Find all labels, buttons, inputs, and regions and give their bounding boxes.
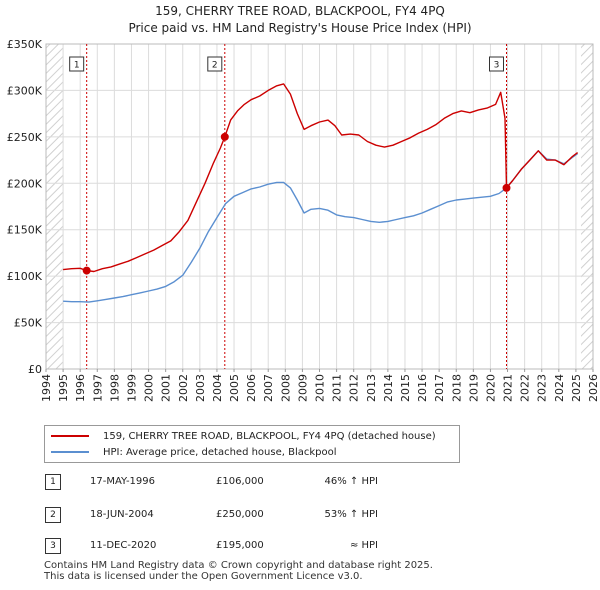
legend-item-hpi: HPI: Average price, detached house, Blac… <box>51 445 337 459</box>
legend: 159, CHERRY TREE ROAD, BLACKPOOL, FY4 4P… <box>44 425 460 463</box>
x-tick-label: 2001 <box>160 374 173 402</box>
x-tick-label: 2019 <box>467 374 480 402</box>
sale-label-text: 3 <box>494 61 500 71</box>
x-tick-label: 2023 <box>536 374 549 402</box>
sale-label-text: 1 <box>74 61 80 71</box>
x-tick-label: 2024 <box>553 374 566 402</box>
property-series-line <box>63 83 579 273</box>
y-tick-label: £300K <box>7 84 43 97</box>
chart-title: 159, CHERRY TREE ROAD, BLACKPOOL, FY4 4P… <box>155 4 445 18</box>
x-tick-label: 1997 <box>91 374 104 402</box>
transaction-date: 17-MAY-1996 <box>90 476 156 487</box>
sale-point <box>82 266 91 275</box>
y-tick-label: £250K <box>7 131 43 144</box>
x-tick-label: 2020 <box>484 374 497 402</box>
transaction-number-badge: 3 <box>45 538 61 554</box>
table-row: 2 18-JUN-2004 £250,000 53% ↑ HPI <box>44 505 444 525</box>
sale-label-box <box>489 56 505 72</box>
x-tick-label: 2005 <box>228 374 241 402</box>
transaction-number-badge: 1 <box>45 474 61 490</box>
x-tick-label: 2004 <box>211 374 224 402</box>
table-row: 1 17-MAY-1996 £106,000 46% ↑ HPI <box>44 472 444 492</box>
x-tick-label: 2021 <box>502 374 515 402</box>
transaction-hpi-comparison: 53% ↑ HPI <box>324 509 378 520</box>
x-tick-label: 1994 <box>40 374 53 402</box>
x-tick-label: 2016 <box>416 374 429 402</box>
y-tick-label: £200K <box>7 177 43 190</box>
legend-item-property: 159, CHERRY TREE ROAD, BLACKPOOL, FY4 4P… <box>51 429 436 443</box>
sale-label-box <box>207 56 223 72</box>
y-tick-label: £100K <box>7 270 43 283</box>
x-tick-label: 2000 <box>143 374 156 402</box>
x-tick-label: 2006 <box>245 374 258 402</box>
hpi-series-line <box>63 150 579 303</box>
x-tick-label: 2011 <box>331 374 344 402</box>
sale-point <box>502 183 511 192</box>
x-tick-label: 2013 <box>365 374 378 402</box>
x-tick-label: 2017 <box>433 374 446 402</box>
legend-swatch-property <box>51 435 89 437</box>
sale-label-box <box>69 56 85 72</box>
x-tick-label: 1999 <box>125 374 138 402</box>
transaction-date: 18-JUN-2004 <box>90 509 154 520</box>
transaction-price: £195,000 <box>216 540 264 551</box>
transaction-price: £106,000 <box>216 476 264 487</box>
chart-subtitle: Price paid vs. HM Land Registry's House … <box>128 21 472 35</box>
footer-attribution: Contains HM Land Registry data © Crown c… <box>44 560 433 582</box>
x-tick-label: 2018 <box>450 374 463 402</box>
transaction-number-badge: 2 <box>45 507 61 523</box>
sale-point <box>220 132 229 141</box>
y-tick-label: £50K <box>14 317 43 330</box>
footer-line-copyright: Contains HM Land Registry data © Crown c… <box>44 560 433 571</box>
transaction-hpi-comparison: ≈ HPI <box>349 540 378 551</box>
legend-swatch-hpi <box>51 451 89 453</box>
table-row: 3 11-DEC-2020 £195,000 ≈ HPI <box>44 536 444 556</box>
x-tick-label: 2008 <box>279 374 292 402</box>
x-tick-label: 2026 <box>587 374 600 402</box>
x-tick-label: 2007 <box>262 374 275 402</box>
x-tick-label: 2014 <box>382 374 395 402</box>
footer-line-licence: This data is licensed under the Open Gov… <box>44 571 363 582</box>
hatched-region <box>581 44 593 369</box>
x-tick-label: 2015 <box>399 374 412 402</box>
y-tick-label: £0 <box>28 363 42 376</box>
x-tick-label: 2009 <box>296 374 309 402</box>
x-tick-label: 2022 <box>519 374 532 402</box>
price-chart: 1 2 3 £0 £50K £100K £150K £200K £250K £300K £350K… <box>7 38 600 402</box>
legend-label-hpi: HPI: Average price, detached house, Blac… <box>103 446 337 458</box>
hatched-region <box>46 44 64 369</box>
transaction-date: 11-DEC-2020 <box>90 540 157 551</box>
x-tick-label: 2012 <box>348 374 361 402</box>
sale-label-text: 2 <box>212 61 218 71</box>
x-tick-label: 1996 <box>74 374 87 402</box>
transaction-hpi-comparison: 46% ↑ HPI <box>324 476 378 487</box>
x-tick-label: 1998 <box>108 374 121 402</box>
y-tick-label: £150K <box>7 224 43 237</box>
x-tick-label: 1995 <box>57 374 70 402</box>
x-tick-label: 2002 <box>177 374 190 402</box>
transaction-price: £250,000 <box>216 509 264 520</box>
x-tick-label: 2003 <box>194 374 207 402</box>
y-tick-label: £350K <box>7 38 43 51</box>
x-tick-label: 2010 <box>314 374 327 402</box>
x-tick-label: 2025 <box>570 374 583 402</box>
legend-label-property: 159, CHERRY TREE ROAD, BLACKPOOL, FY4 4P… <box>103 430 436 442</box>
